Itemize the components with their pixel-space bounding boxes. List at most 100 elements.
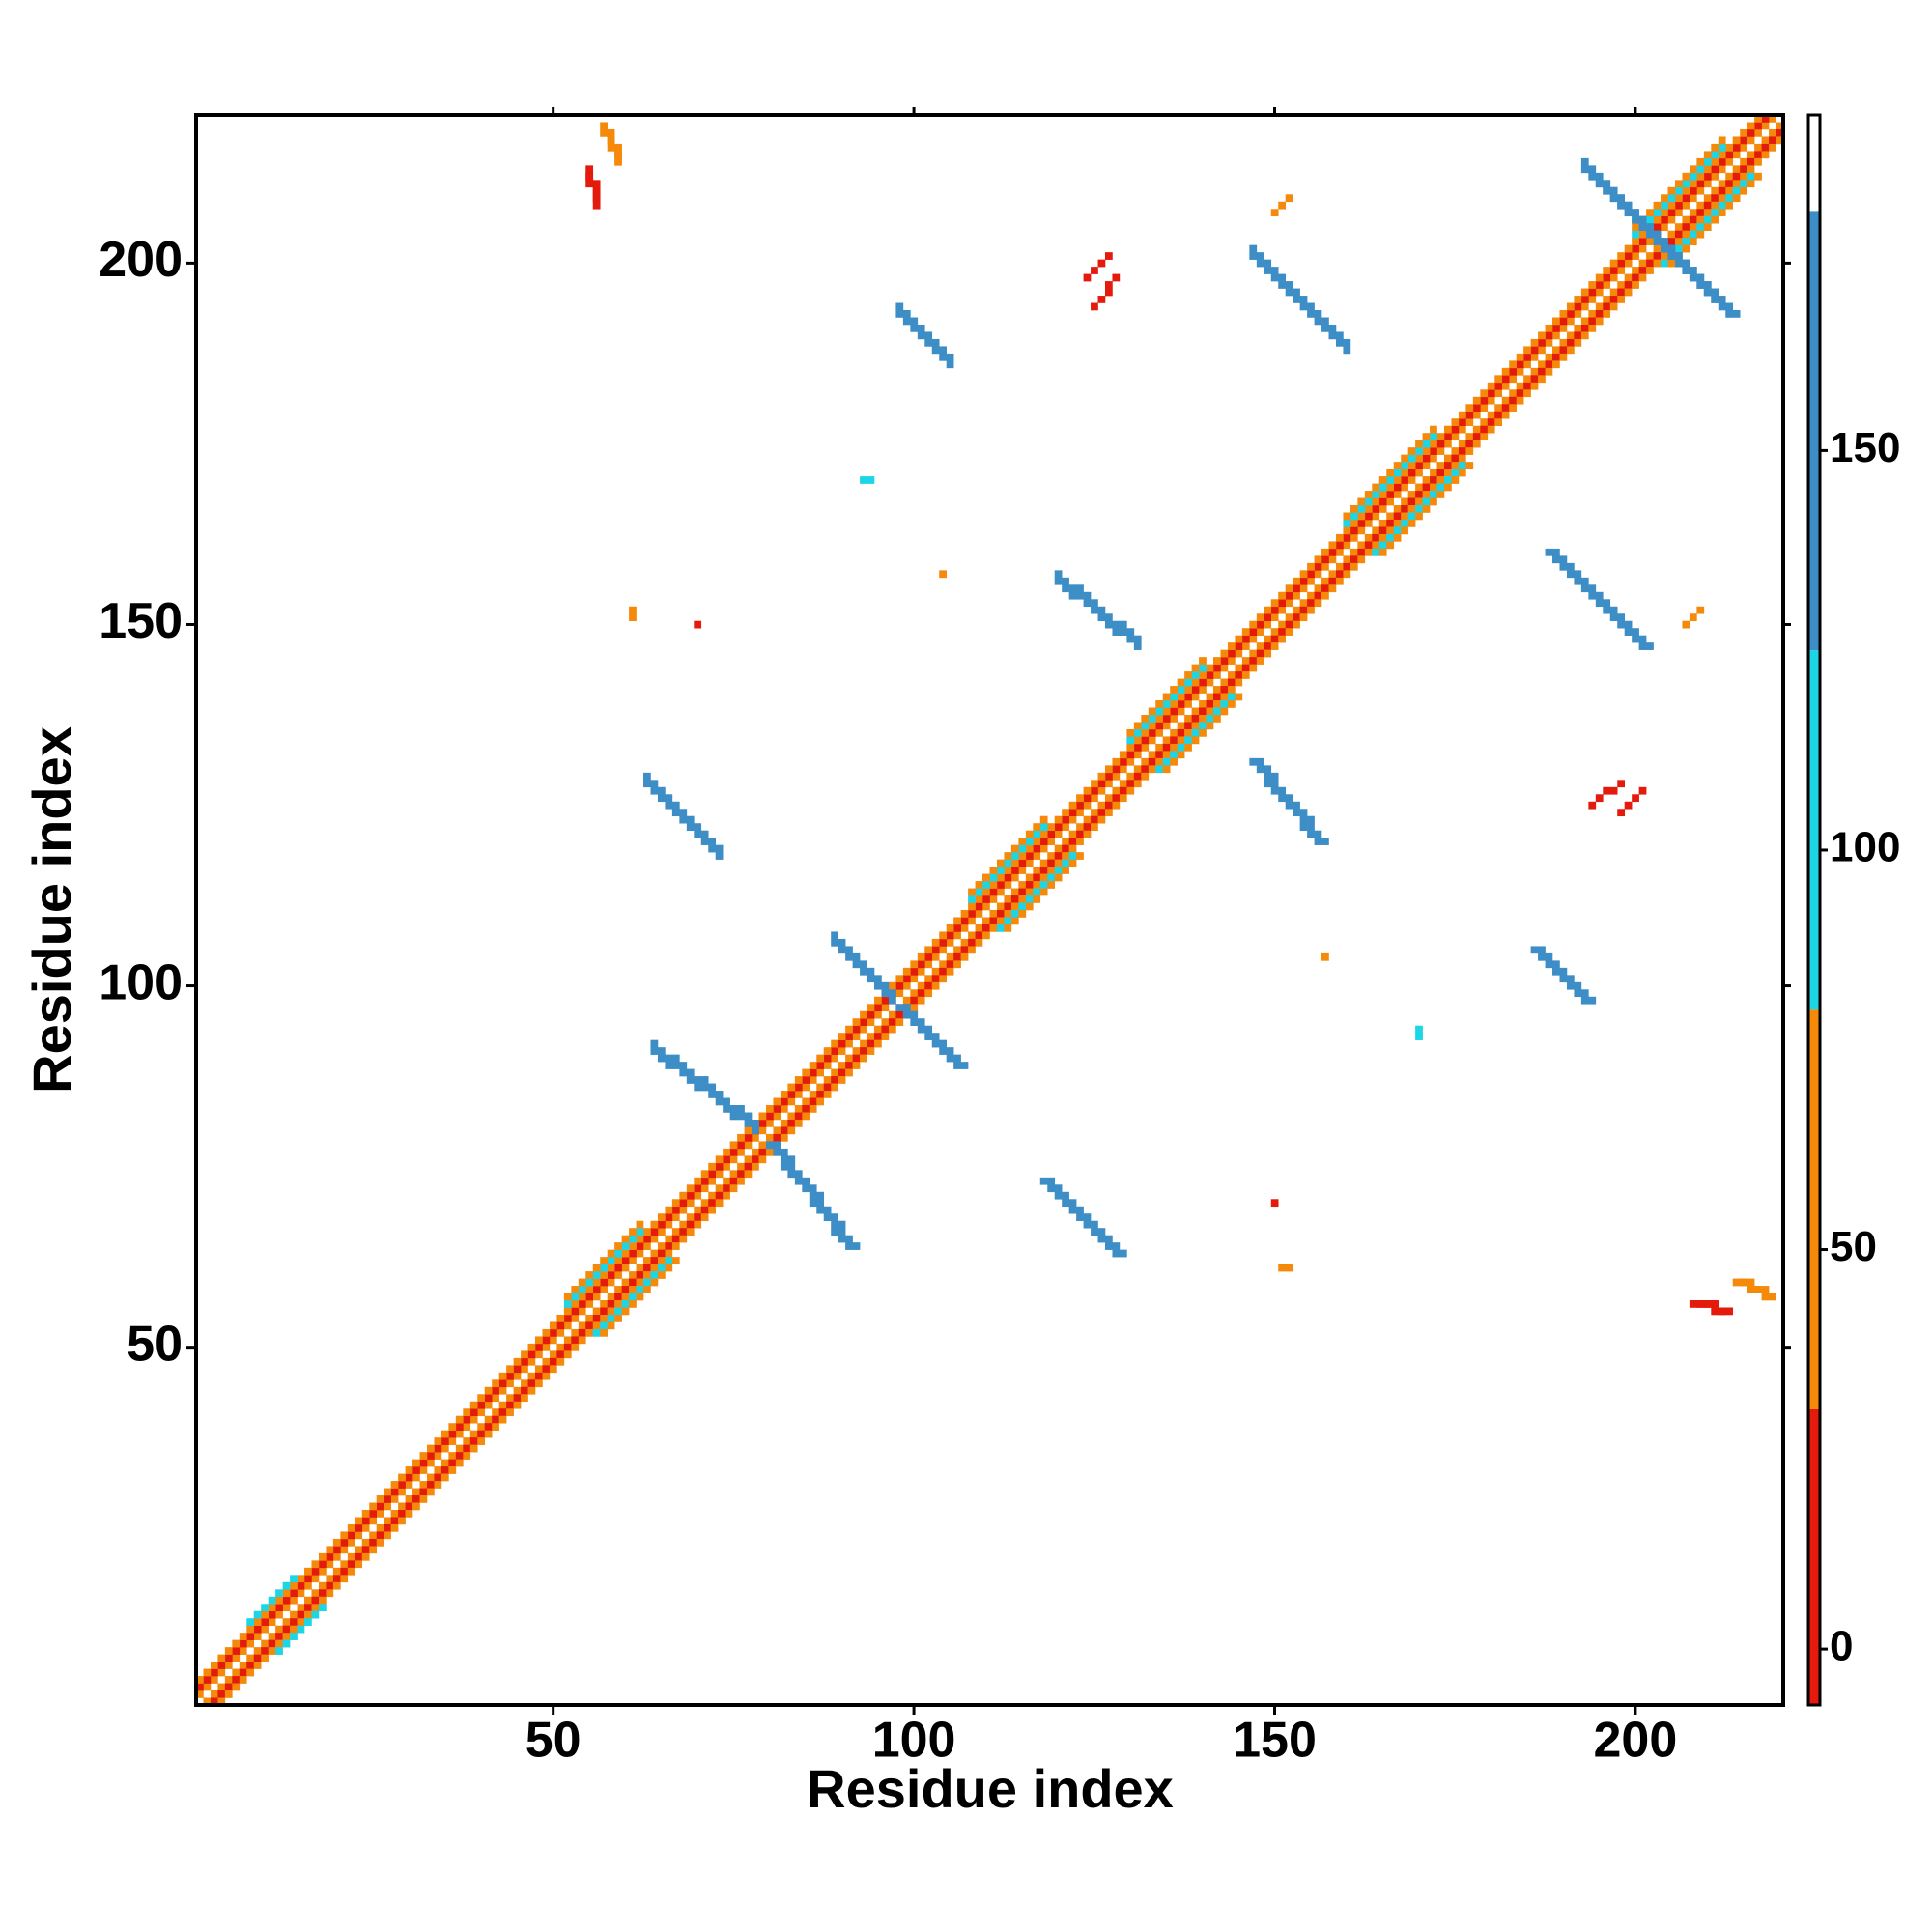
heatmap-cell — [1155, 757, 1164, 766]
heatmap-cell — [1624, 273, 1633, 282]
heatmap-cell — [1033, 844, 1041, 853]
heatmap-cell — [1083, 599, 1092, 608]
heatmap-cell — [1091, 794, 1098, 803]
heatmap-cell — [700, 1184, 709, 1193]
heatmap-cell — [910, 960, 919, 969]
heatmap-cell — [657, 794, 666, 803]
heatmap-cell — [671, 1054, 680, 1063]
heatmap-cell — [860, 1010, 867, 1019]
heatmap-cell — [1538, 360, 1546, 369]
heatmap-cell — [390, 1517, 399, 1525]
heatmap-cell — [1740, 157, 1747, 166]
heatmap-cell — [1235, 664, 1243, 672]
heatmap-cell — [253, 1647, 262, 1655]
heatmap-cell — [1378, 483, 1387, 492]
heatmap-cell — [1378, 519, 1387, 527]
heatmap-cell — [1119, 780, 1127, 788]
heatmap-cell — [1104, 281, 1113, 289]
heatmap-cell — [1278, 628, 1286, 636]
heatmap-cell — [729, 1105, 738, 1113]
heatmap-cell — [340, 1567, 349, 1576]
heatmap-cell — [282, 1596, 291, 1605]
heatmap-cell — [614, 1307, 622, 1316]
heatmap-cell — [412, 1502, 420, 1511]
heatmap-cell — [1249, 657, 1258, 665]
heatmap-cell — [902, 1004, 911, 1012]
heatmap-cell — [1530, 946, 1539, 954]
heatmap-cell — [1703, 165, 1712, 174]
heatmap-cell — [1177, 743, 1185, 752]
heatmap-cell — [723, 1191, 730, 1200]
heatmap-cell — [1372, 526, 1380, 535]
heatmap-cell — [607, 1278, 615, 1287]
heatmap-cell — [629, 1293, 637, 1301]
heatmap-cell — [838, 1076, 846, 1084]
heatmap-cell — [1227, 693, 1236, 701]
heatmap-cell — [1249, 252, 1258, 260]
heatmap-cell — [1025, 888, 1034, 896]
heatmap-cell — [1104, 772, 1113, 781]
heatmap-cell — [1703, 1300, 1712, 1308]
heatmap-cell — [1580, 996, 1589, 1005]
heatmap-cell — [1148, 736, 1156, 745]
heatmap-cell — [1407, 447, 1416, 455]
heatmap-cell — [895, 302, 904, 311]
heatmap-cell — [1696, 1300, 1705, 1308]
heatmap-cell — [347, 1531, 355, 1540]
heatmap-cell — [874, 981, 882, 990]
heatmap-cell — [463, 1415, 471, 1424]
heatmap-cell — [1415, 505, 1423, 513]
heatmap-cell — [953, 1054, 961, 1063]
heatmap-cell — [838, 1068, 846, 1077]
heatmap-cell — [1407, 476, 1416, 484]
heatmap-cell — [1299, 584, 1308, 593]
heatmap-cell — [1646, 642, 1654, 650]
heatmap-cell — [773, 1148, 781, 1156]
heatmap-cell — [895, 975, 904, 983]
heatmap-cell — [1588, 317, 1597, 326]
heatmap-cell — [1278, 201, 1286, 210]
heatmap-cell — [1335, 541, 1344, 550]
heatmap-cell — [282, 1618, 291, 1626]
heatmap-cell — [1638, 642, 1647, 650]
heatmap-cell — [1740, 143, 1747, 152]
heatmap-cell — [787, 1083, 796, 1092]
heatmap-cell — [1256, 642, 1264, 650]
heatmap-cell — [1278, 281, 1286, 289]
heatmap-cell — [924, 331, 933, 340]
heatmap-cell — [1256, 613, 1264, 622]
heatmap-cell — [1545, 367, 1553, 376]
heatmap-cell — [1696, 180, 1705, 188]
heatmap-cell — [607, 1264, 615, 1272]
heatmap-cell — [1270, 780, 1279, 788]
heatmap-cell — [1148, 722, 1156, 730]
heatmap-cell — [1566, 562, 1575, 571]
heatmap-cell — [1580, 989, 1589, 998]
heatmap-cell — [535, 1350, 543, 1359]
heatmap-cell — [881, 996, 890, 1005]
heatmap-cell — [332, 1567, 341, 1576]
heatmap-cell — [448, 1430, 457, 1438]
heatmap-cell — [1559, 967, 1568, 976]
heatmap-cell — [1638, 215, 1647, 224]
heatmap-cell — [282, 1639, 291, 1648]
heatmap-cell — [1386, 519, 1395, 527]
heatmap-cell — [1133, 722, 1142, 730]
heatmap-cell — [1682, 230, 1690, 239]
heatmap-cell — [1321, 952, 1329, 961]
heatmap-cell — [629, 1235, 637, 1243]
heatmap-cell — [780, 1126, 788, 1135]
heatmap-cell — [629, 1242, 637, 1250]
heatmap-cell — [1278, 1264, 1286, 1272]
heatmap-cell — [1588, 296, 1597, 303]
heatmap-cell — [1667, 238, 1676, 245]
heatmap-cell — [1696, 273, 1705, 282]
heatmap-cell — [729, 1112, 738, 1121]
heatmap-cell — [1119, 628, 1127, 636]
heatmap-cell — [1335, 548, 1344, 556]
heatmap-cell — [1401, 526, 1408, 535]
heatmap-cell — [1595, 302, 1604, 311]
heatmap-cell — [845, 1068, 853, 1077]
heatmap-cell — [773, 1141, 781, 1150]
heatmap-cell — [809, 1068, 817, 1077]
